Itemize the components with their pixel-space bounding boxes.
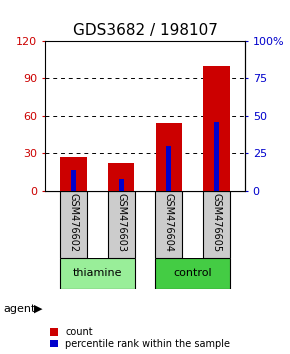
Text: ▶: ▶ (34, 304, 43, 314)
Text: thiamine: thiamine (72, 268, 122, 279)
Text: control: control (173, 268, 212, 279)
Bar (108, 191, 135, 258)
Bar (119, 179, 124, 191)
Text: GSM476603: GSM476603 (116, 193, 126, 252)
Bar (60, 157, 87, 191)
Bar (108, 163, 134, 191)
Text: GSM476604: GSM476604 (164, 193, 174, 252)
Text: GSM476605: GSM476605 (211, 193, 222, 252)
Bar (166, 146, 171, 191)
Bar (155, 191, 182, 258)
Bar (60, 191, 87, 258)
Bar (156, 123, 182, 191)
Text: agent: agent (3, 304, 35, 314)
Bar (60, 258, 135, 289)
Bar (203, 191, 230, 258)
Bar (71, 170, 76, 191)
Bar (214, 122, 219, 191)
Text: GSM476602: GSM476602 (68, 193, 79, 252)
Bar (203, 66, 230, 191)
Legend: count, percentile rank within the sample: count, percentile rank within the sample (50, 327, 230, 349)
Text: GDS3682 / 198107: GDS3682 / 198107 (72, 23, 218, 38)
Bar (155, 258, 230, 289)
